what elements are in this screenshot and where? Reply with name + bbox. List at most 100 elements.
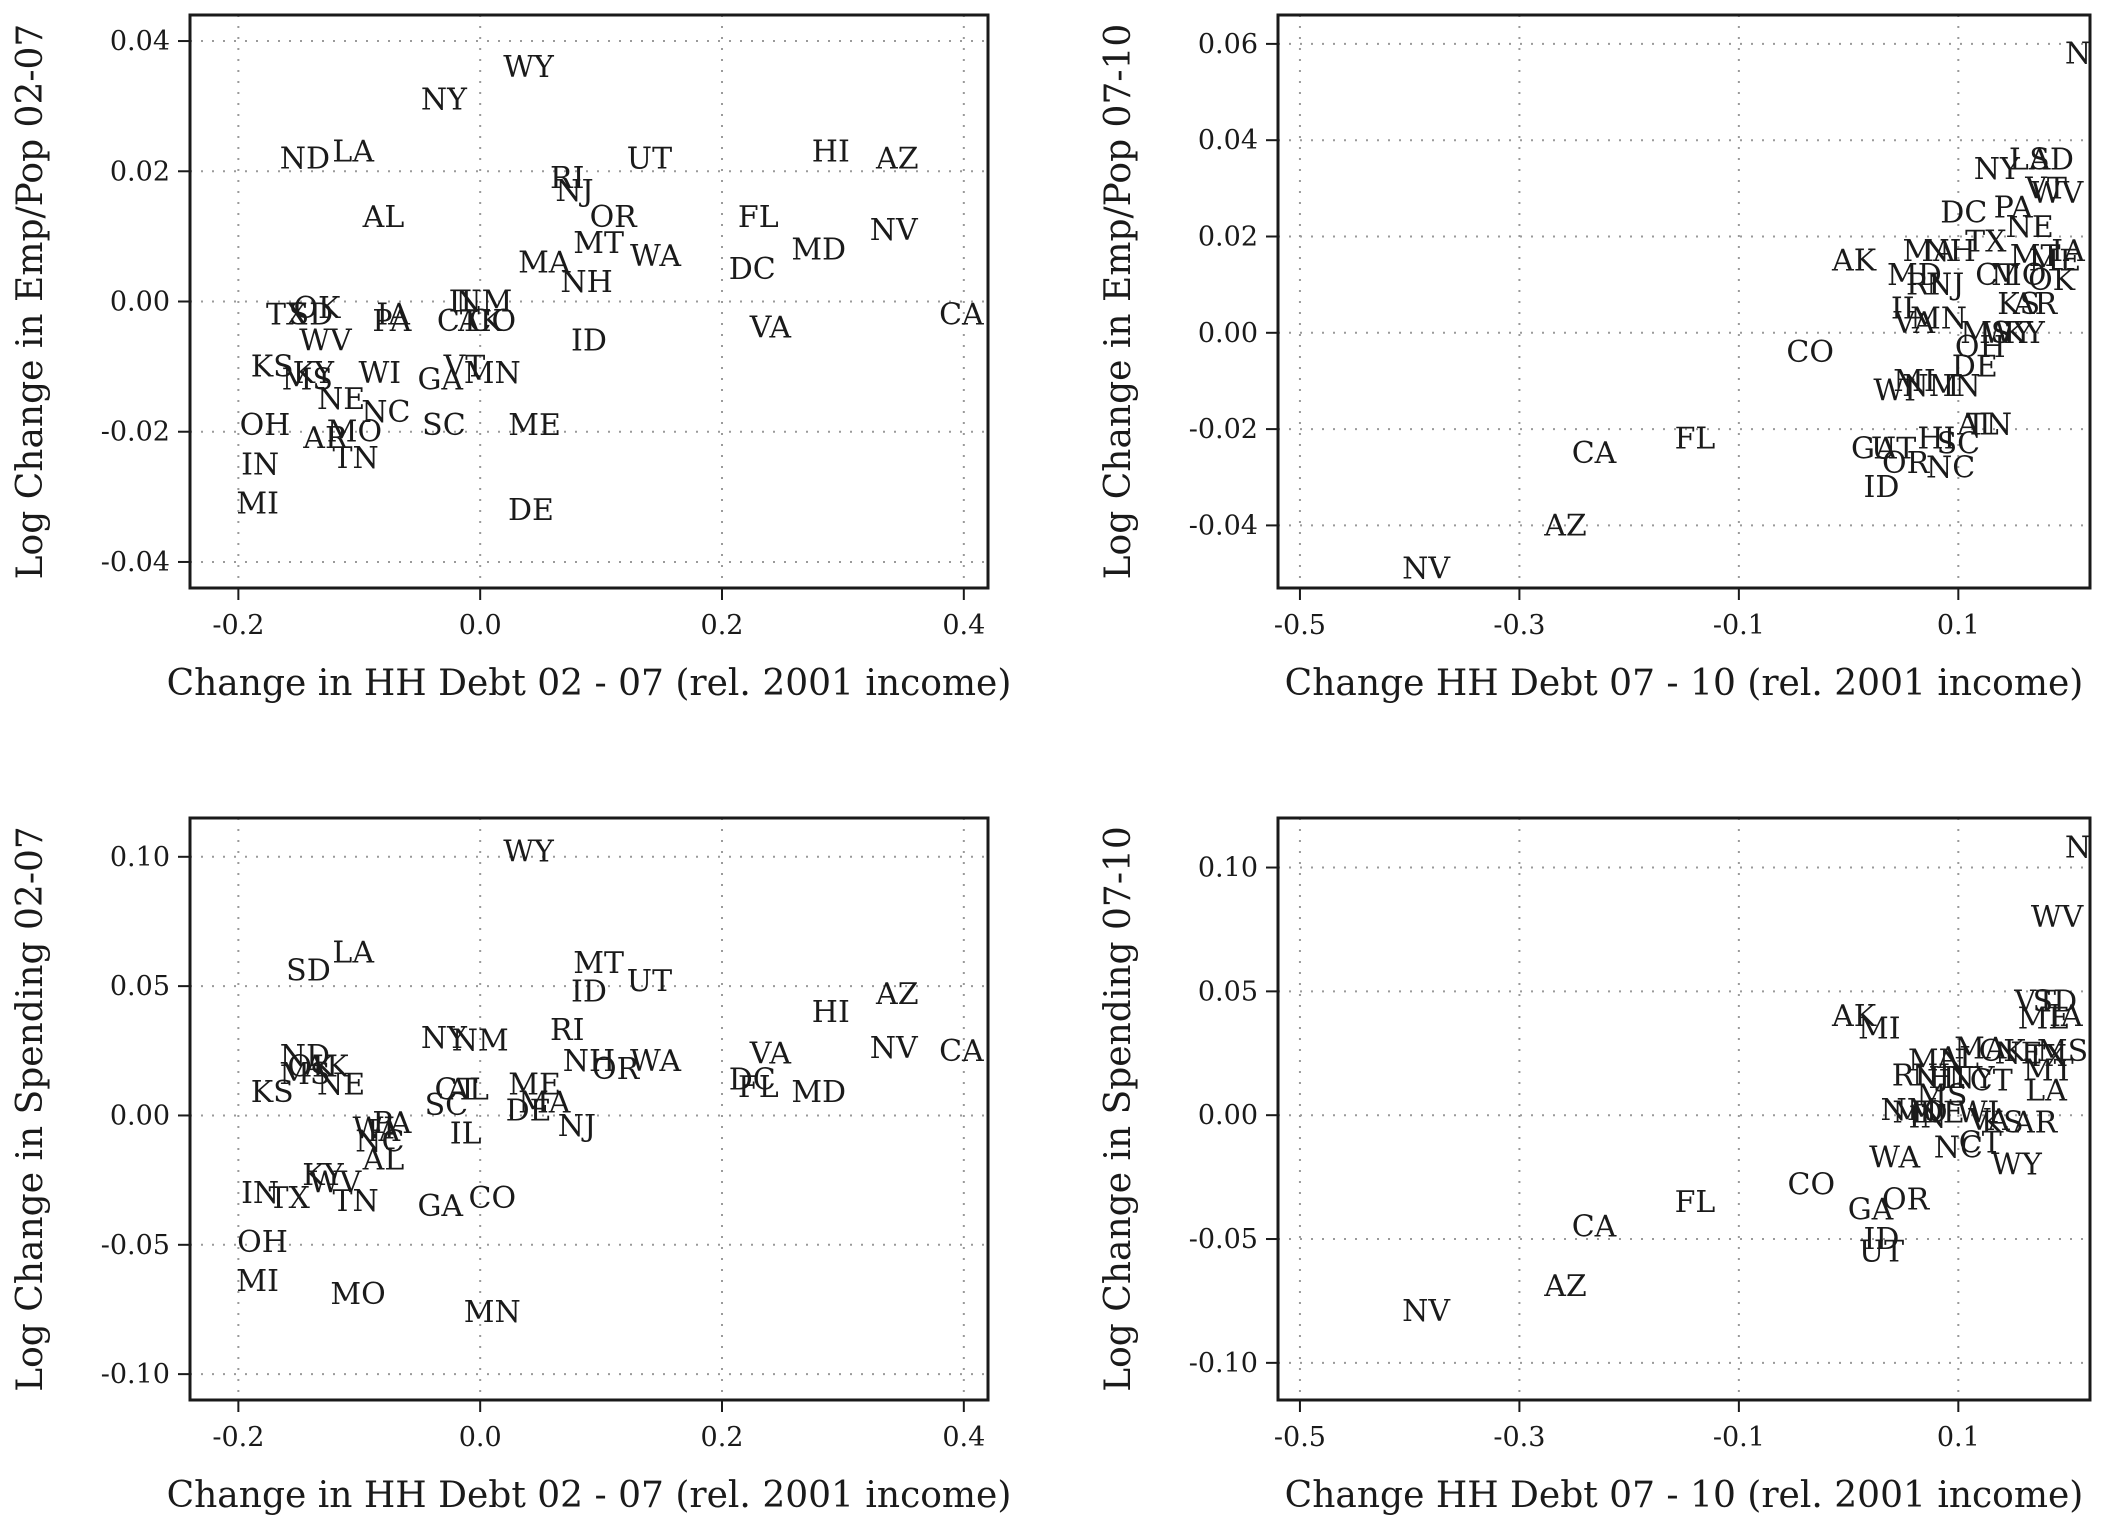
point-label-ct: CT (435, 1073, 478, 1108)
point-label-nv: NV (1402, 1294, 1451, 1329)
y-tick-label-1: -0.02 (101, 417, 170, 448)
x-tick-label-2: 0.2 (701, 1422, 744, 1453)
point-label-ma: MA (518, 1086, 571, 1121)
point-label-me: ME (508, 1067, 561, 1102)
point-label-ca: CA (939, 1034, 984, 1069)
point-label-il: IL (1891, 292, 1923, 327)
point-label-id: ID (1864, 470, 1900, 505)
point-label-ks: KS (1981, 1106, 2024, 1141)
point-label-tn: TN (333, 441, 379, 476)
point-label-ne: NE (1995, 1036, 2043, 1071)
y-tick-label-0: -0.10 (101, 1359, 170, 1390)
point-label-mt: MT (573, 226, 624, 261)
point-label-ri: RI (1892, 1059, 1926, 1094)
point-label-wi: WI (352, 1111, 395, 1146)
point-label-mn: MN (1910, 301, 1967, 336)
point-label-sc: SC (425, 1088, 469, 1123)
point-label-vt: VT (2024, 171, 2067, 206)
y-tick-label-3: 0.02 (110, 156, 170, 187)
point-label-wi: WI (358, 356, 401, 391)
point-label-al: AL (1956, 407, 1999, 442)
point-label-dc: DC (729, 252, 776, 287)
point-label-az: AZ (875, 977, 919, 1012)
point-label-ga: GA (417, 1189, 463, 1224)
point-label-id: ID (571, 324, 607, 359)
x-tick-label-0: -0.5 (1274, 1422, 1326, 1453)
point-label-ri: RI (550, 1013, 584, 1048)
point-label-md: MD (1887, 258, 1942, 293)
y-tick-label-0: -0.10 (1189, 1348, 1258, 1379)
point-label-ms: MS (2037, 1034, 2088, 1069)
point-label-in: IN (1909, 1101, 1947, 1136)
point-label-ky: KY (2003, 316, 2046, 351)
point-label-ne: NE (317, 382, 365, 417)
point-label-ma: MA (1903, 234, 1956, 269)
point-label-ga: GA (1851, 431, 1897, 466)
y-tick-label-4: 0.10 (1198, 853, 1258, 884)
point-label-ok: OK (1979, 1034, 2027, 1069)
plot-frame (188, 816, 990, 1402)
point-label-mt: MT (2010, 239, 2061, 274)
x-axis-label: Change in HH Debt 02 - 07 (rel. 2001 inc… (167, 663, 1012, 704)
point-label-or: OR (592, 1052, 641, 1087)
point-label-ms: MS (282, 363, 333, 398)
point-label-hi: HI (812, 135, 850, 170)
panel-4: -0.5 -0.3 -0.1 0.1 -0.10 -0.05 0.00 0.05 0.10 Cha… (1098, 816, 2115, 1516)
point-label-ky: KY (302, 1158, 345, 1193)
y-tick-label-1: -0.05 (101, 1230, 170, 1261)
point-label-nh: NH (563, 1044, 615, 1079)
point-label-ny: NY (1974, 152, 2021, 187)
point-label-il: IL (450, 1117, 482, 1152)
point-label-md: MD (791, 1075, 846, 1110)
point-label-ok: OK (293, 291, 341, 326)
point-label-mo: MO (1991, 258, 2046, 293)
point-label-ok: OK (2028, 263, 2076, 298)
point-label-nj: NJ (555, 174, 593, 209)
point-label-sd: SD (286, 954, 331, 989)
x-tick-label-0: -0.2 (212, 610, 264, 641)
point-label-me: ME (2018, 1002, 2071, 1037)
point-label-pa: PA (1994, 191, 2033, 226)
x-tick-label-3: 0.4 (942, 1422, 985, 1453)
point-label-tx: TX (268, 1181, 310, 1216)
point-label-tx: TX (266, 298, 308, 333)
y-tick-label-3: 0.05 (110, 971, 170, 1002)
point-label-ne: NE (2006, 210, 2054, 245)
point-label-wi: WI (1957, 1096, 2000, 1131)
point-label-ia: IA (2049, 999, 2083, 1034)
point-label-wv: WV (299, 324, 353, 359)
point-label-wi: WI (1873, 374, 1916, 409)
y-tick-label-0: -0.04 (101, 547, 170, 578)
point-label-ar: AR (2012, 1106, 2059, 1141)
point-label-nv: NV (870, 1031, 919, 1066)
x-axis-label: Change HH Debt 07 - 10 (rel. 2001 income… (1285, 663, 2084, 704)
point-label-nj: NJ (558, 1109, 596, 1144)
point-label-wy: WY (1982, 316, 2034, 351)
point-label-oh: OH (240, 408, 291, 443)
point-label-ri: RI (550, 161, 584, 196)
point-label-az: AZ (1543, 1269, 1587, 1304)
point-label-me: ME (508, 408, 561, 443)
y-tick-label-1: -0.02 (1189, 414, 1258, 445)
point-label-nd: ND (2065, 831, 2115, 866)
point-label-in: IN (241, 447, 279, 482)
point-label-ms: MS (279, 1057, 330, 1092)
point-label-nv: NV (870, 213, 919, 248)
point-label-sd: SD (2033, 984, 2078, 1019)
point-label-nm: NM (1902, 369, 1959, 404)
point-label-al: AL (446, 1073, 489, 1108)
point-label-la: LA (332, 135, 374, 170)
point-label-ms: MS (1916, 1078, 1967, 1113)
y-tick-label-2: 0.00 (110, 1100, 170, 1131)
point-label-mi: MI (1858, 1012, 1901, 1047)
point-label-de: DE (1919, 1096, 1965, 1131)
point-label-ut: UT (627, 964, 672, 999)
point-label-oh: OH (1955, 330, 2006, 365)
point-label-in: IN (1943, 369, 1981, 404)
point-label-nc: NC (1934, 1130, 1983, 1165)
point-label-co: CO (468, 304, 516, 339)
point-label-ks: KS (1997, 287, 2040, 322)
point-label-mo: MO (327, 415, 382, 450)
point-label-wv: WV (2031, 900, 2085, 935)
